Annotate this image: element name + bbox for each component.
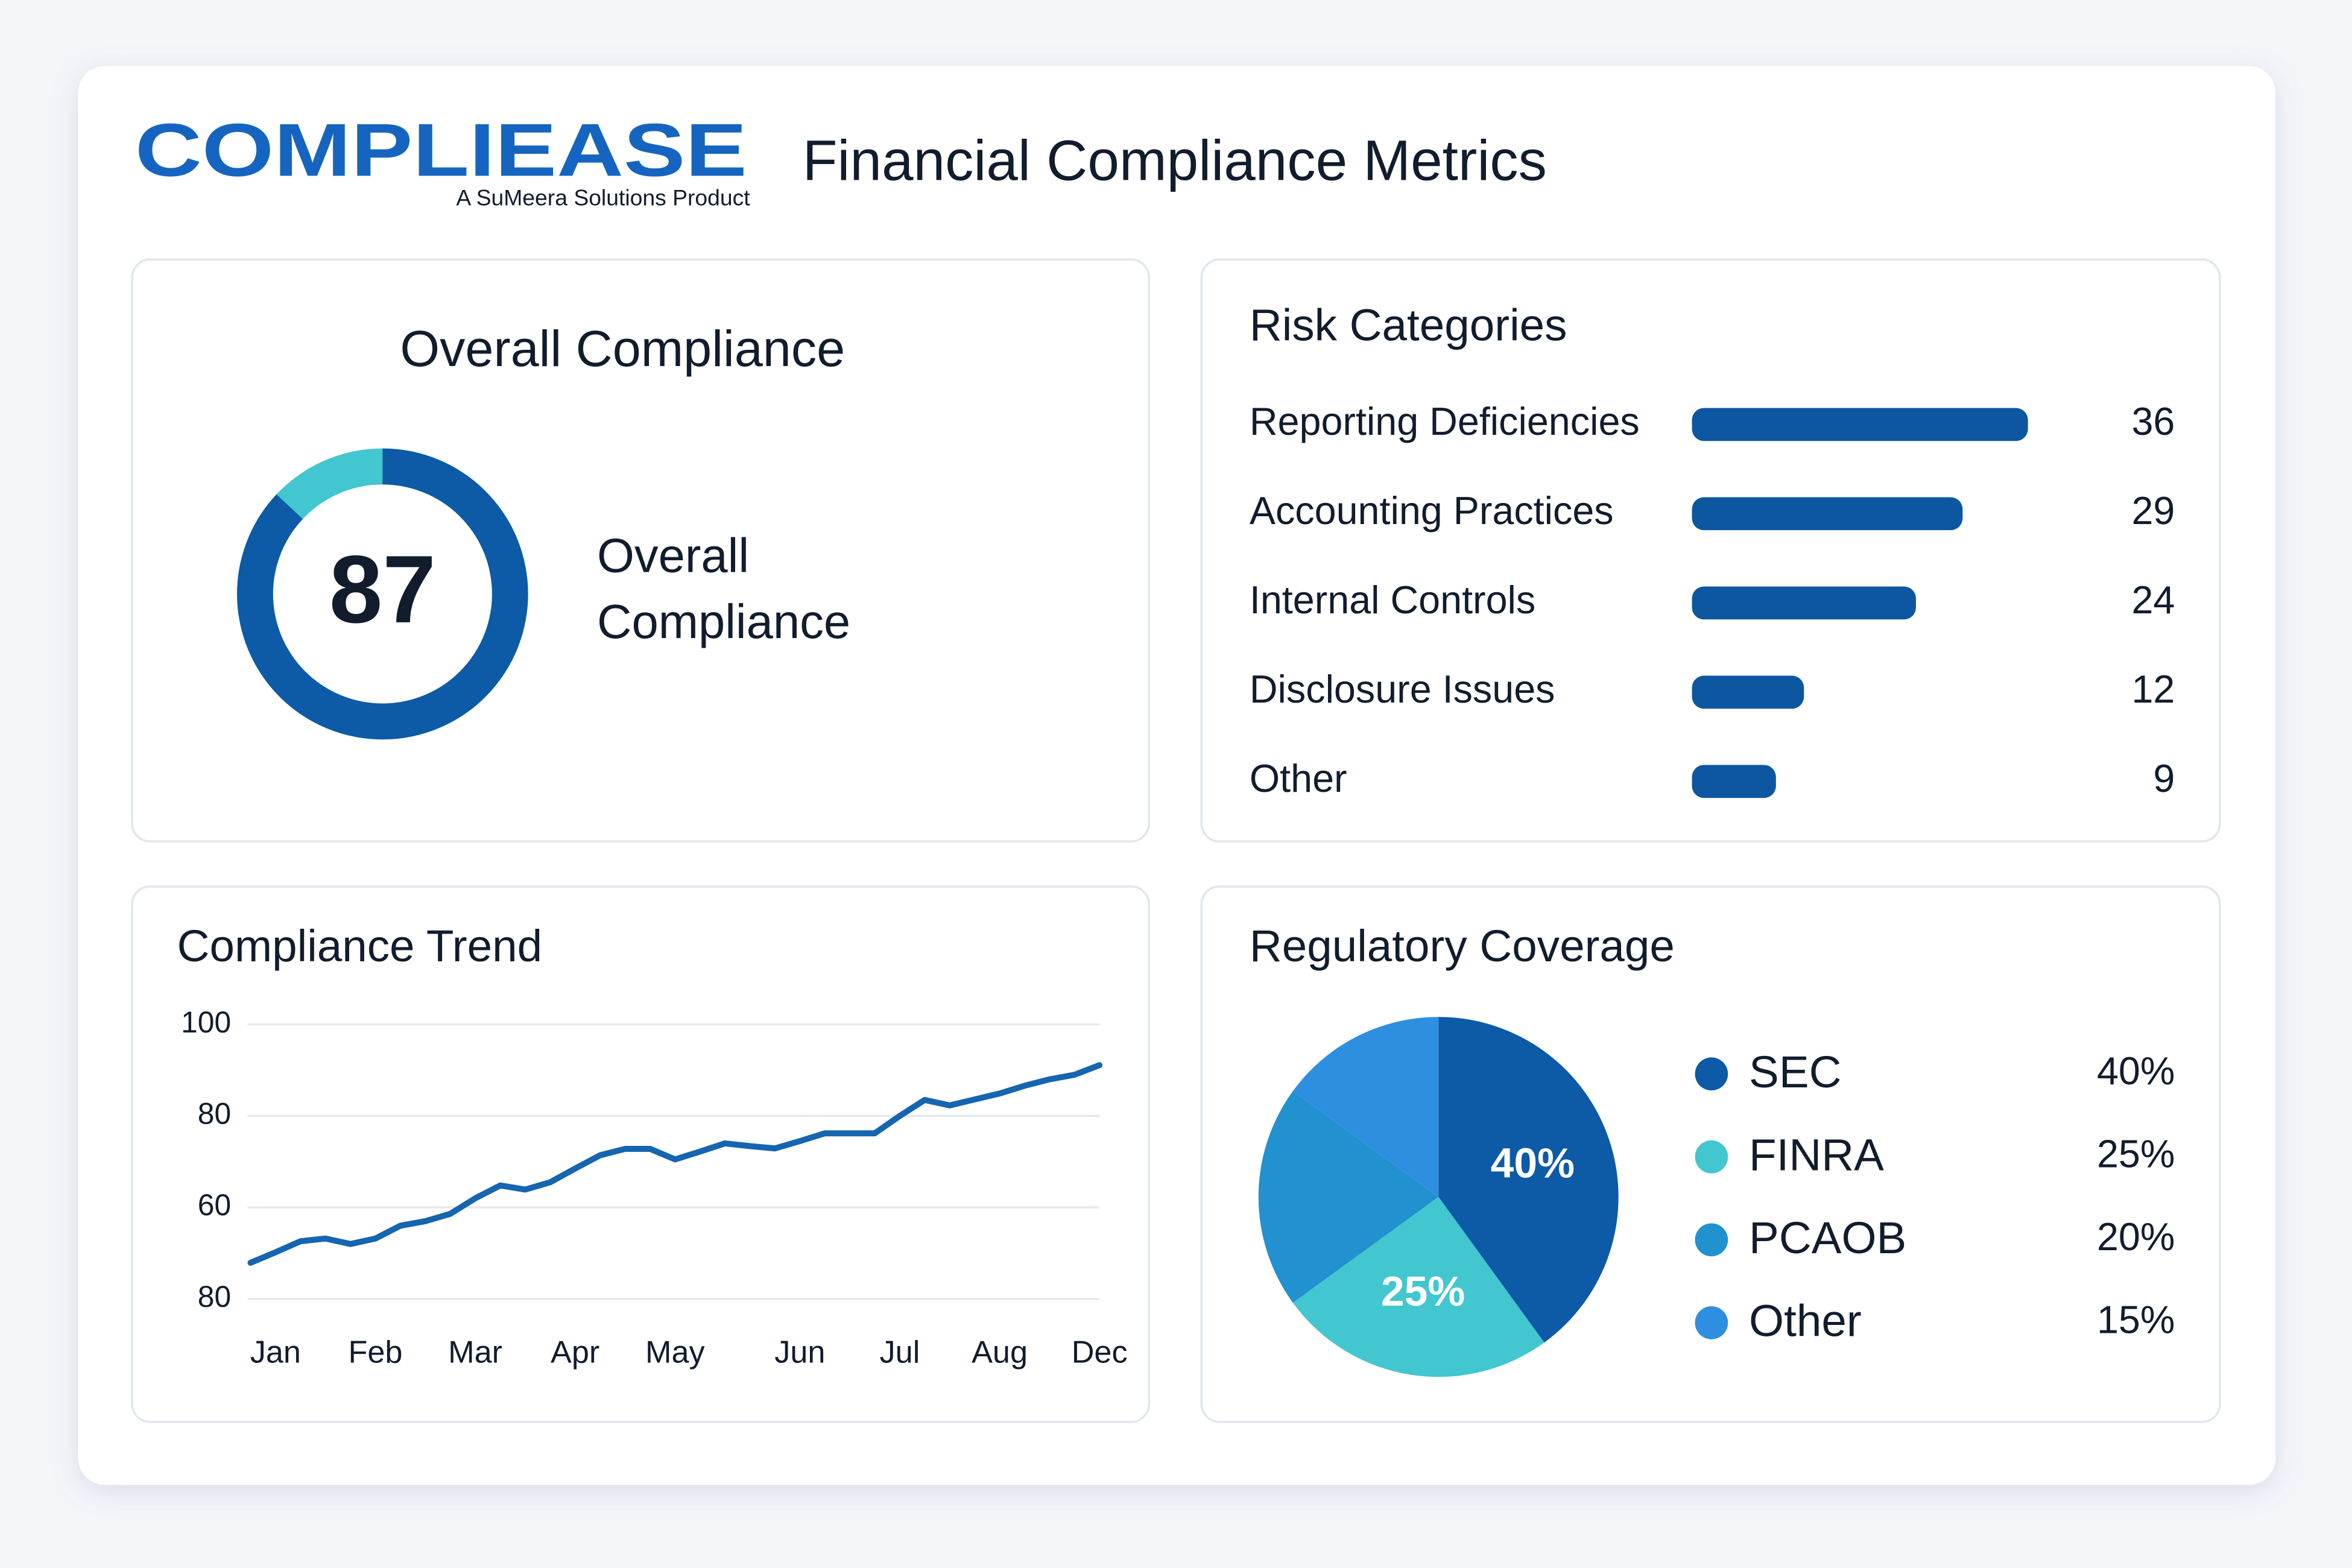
category-label: Other: [1250, 756, 1347, 800]
value-label: 24: [2131, 578, 2175, 622]
legend-value: 25%: [2097, 1131, 2175, 1175]
legend-dot: [1695, 1223, 1728, 1257]
pie-slice: [1292, 1197, 1544, 1377]
y-tick-label: 60: [198, 1188, 231, 1222]
x-tick-label: Aug: [972, 1335, 1028, 1370]
category-label: Reporting Deficiencies: [1250, 399, 1640, 443]
legend-label: PCAOB: [1749, 1212, 1906, 1263]
legend-value: 20%: [2097, 1215, 2175, 1259]
legend-label: FINRA: [1749, 1129, 1884, 1180]
category-label: Disclosure Issues: [1250, 667, 1555, 711]
value-label: 29: [2131, 488, 2175, 533]
bar: [1692, 586, 1916, 620]
bar: [1692, 675, 1804, 709]
legend-label: SEC: [1749, 1046, 1841, 1097]
bar: [1692, 765, 1776, 798]
panel: [1200, 258, 2221, 843]
category-label: Accounting Practices: [1250, 488, 1614, 533]
panel-title: Risk Categories: [1250, 299, 1567, 350]
legend-dot: [1695, 1057, 1728, 1091]
bar: [1692, 497, 1963, 531]
value-label: 36: [2131, 399, 2175, 443]
x-tick-label: Feb: [348, 1335, 402, 1370]
legend-value: 40%: [2097, 1049, 2175, 1093]
legend-dot: [1695, 1140, 1728, 1174]
gauge-arc: [237, 448, 528, 740]
panel-title: Overall Compliance: [400, 320, 845, 377]
page-title: Financial Compliance Metrics: [803, 129, 1547, 193]
pie-slice: [1258, 1091, 1439, 1303]
panel-title: Regulatory Coverage: [1250, 920, 1675, 971]
x-tick-label: Apr: [551, 1335, 599, 1370]
x-tick-label: Jul: [880, 1335, 920, 1370]
legend-label: Other: [1749, 1295, 1862, 1346]
x-tick-label: Jun: [774, 1335, 825, 1370]
x-tick-label: May: [645, 1335, 705, 1370]
x-tick-label: Dec: [1072, 1335, 1128, 1370]
pie-slice: [1438, 1017, 1619, 1343]
value-label: 9: [2153, 756, 2175, 800]
y-tick-label: 80: [198, 1280, 231, 1314]
y-tick-label: 80: [198, 1097, 231, 1131]
bar: [1692, 408, 2028, 441]
legend-dot: [1695, 1306, 1728, 1339]
panel: [131, 258, 1151, 843]
panel-title: Compliance Trend: [177, 920, 542, 971]
legend-value: 15%: [2097, 1297, 2175, 1341]
trend-line: [247, 1062, 1103, 1266]
gauge-label: Overall Compliance: [597, 529, 850, 648]
y-tick-label: 100: [181, 1005, 231, 1039]
category-label: Internal Controls: [1250, 578, 1535, 622]
logo: COMPLIEASE: [135, 109, 747, 192]
x-tick-label: Jan: [250, 1335, 301, 1370]
panel: [131, 885, 1151, 1423]
value-label: 12: [2131, 667, 2175, 711]
slice-label: 25%: [1381, 1268, 1465, 1315]
x-tick-label: Mar: [448, 1335, 502, 1370]
pie-slice: [1292, 1017, 1439, 1197]
tagline: A SuMeera Solutions Product: [456, 185, 750, 210]
slice-label: 40%: [1491, 1139, 1575, 1186]
gauge-value: 87: [329, 536, 436, 643]
